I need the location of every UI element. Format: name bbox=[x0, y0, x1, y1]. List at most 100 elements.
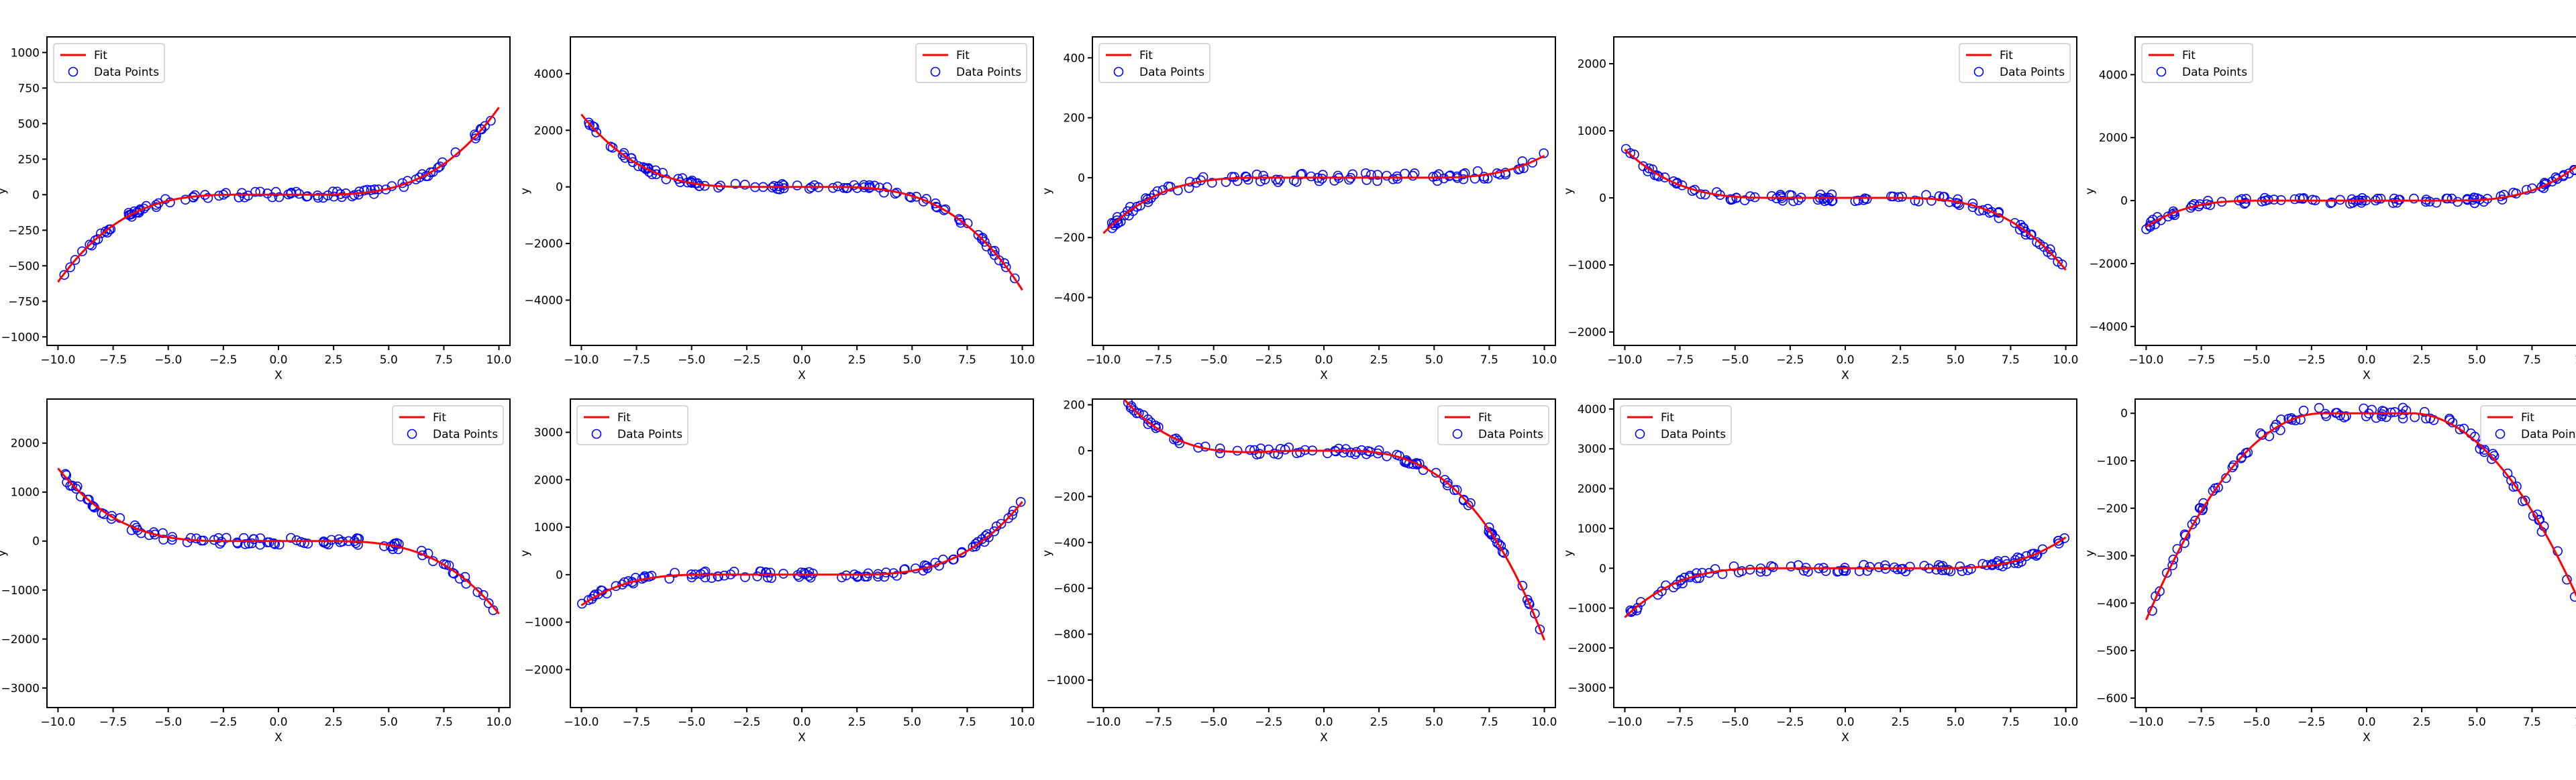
data-point bbox=[1833, 566, 1844, 576]
x-tick-label: 10.0 bbox=[1010, 353, 1035, 367]
y-axis-title: y bbox=[1041, 188, 1054, 194]
subplot-10: −10.0 −7.5 −5.0 −2.5 0.0 2.5 5.0 7.5 10.0 −600 −50… bbox=[2083, 398, 2576, 744]
x-tick-label: −5.0 bbox=[678, 716, 705, 729]
y-tick-label: 0 bbox=[1599, 192, 1606, 205]
y-tick-label: 750 bbox=[18, 82, 40, 95]
y-tick-label: −2000 bbox=[1, 633, 40, 647]
data-point bbox=[1221, 176, 1231, 187]
data-point bbox=[1184, 176, 1195, 187]
subplot-5: −10.0 −7.5 −5.0 −2.5 0.0 2.5 5.0 7.5 10.0 −4000 −2… bbox=[2083, 36, 2576, 382]
data-point bbox=[291, 186, 301, 197]
data-point bbox=[1725, 194, 1736, 205]
data-point bbox=[250, 186, 260, 197]
legend-points-swatch bbox=[1635, 429, 1645, 439]
data-point bbox=[2034, 239, 2045, 249]
data-point bbox=[203, 192, 213, 203]
data-point bbox=[270, 186, 281, 197]
y-tick-label: 1000 bbox=[11, 46, 40, 60]
data-point bbox=[255, 533, 266, 543]
data-point bbox=[221, 188, 231, 199]
legend-points-label: Data Points bbox=[617, 428, 682, 441]
x-tick-label: −5.0 bbox=[2243, 716, 2270, 729]
data-point bbox=[2431, 197, 2442, 208]
data-point bbox=[1897, 191, 1907, 202]
x-axis-title: X bbox=[798, 369, 806, 382]
data-point bbox=[2564, 168, 2574, 179]
data-point bbox=[319, 537, 329, 548]
data-point bbox=[1625, 605, 1635, 616]
data-point bbox=[1134, 408, 1144, 419]
data-point bbox=[93, 234, 103, 244]
x-tick-label: 2.5 bbox=[1892, 716, 1910, 729]
data-point bbox=[1100, 370, 1109, 378]
data-point bbox=[586, 594, 597, 604]
data-points bbox=[60, 469, 499, 616]
x-tick-label: 7.5 bbox=[2523, 716, 2541, 729]
legend-points-swatch bbox=[2495, 429, 2506, 439]
data-point bbox=[1729, 561, 1739, 571]
fit-line bbox=[57, 107, 500, 283]
y-tick-label: 0 bbox=[32, 535, 40, 549]
data-point bbox=[1207, 178, 1217, 188]
data-point bbox=[232, 539, 243, 549]
data-point bbox=[329, 191, 339, 202]
data-point bbox=[2255, 428, 2265, 439]
y-tick-label: 1000 bbox=[1578, 125, 1606, 138]
data-point bbox=[470, 129, 480, 140]
legend-points-label: Data Points bbox=[1478, 428, 1543, 441]
data-point bbox=[439, 559, 449, 569]
data-point bbox=[1123, 399, 1133, 408]
x-tick-label: 2.5 bbox=[2413, 353, 2431, 367]
data-point bbox=[1659, 172, 1670, 182]
x-tick-label: −10.0 bbox=[1086, 716, 1121, 729]
y-tick-label: 2000 bbox=[11, 437, 40, 451]
x-axis-title: X bbox=[1320, 731, 1328, 744]
y-axis-title: y bbox=[0, 188, 9, 194]
y-tick-label: 0 bbox=[1078, 172, 1085, 185]
y-axis-title: y bbox=[0, 550, 9, 557]
x-tick-label: 5.0 bbox=[903, 716, 921, 729]
data-point bbox=[2377, 411, 2387, 421]
data-point bbox=[1937, 565, 1947, 575]
x-tick-label: −7.5 bbox=[99, 353, 127, 367]
y-tick-label: −500 bbox=[2096, 645, 2128, 658]
legend-points-label: Data Points bbox=[2182, 66, 2247, 79]
legend: Fit Data Points bbox=[1437, 405, 1549, 445]
data-point bbox=[1008, 506, 1019, 516]
data-point bbox=[1173, 435, 1183, 446]
data-point bbox=[1994, 207, 2004, 217]
data-point bbox=[2428, 414, 2439, 425]
x-tick-label: 5.0 bbox=[1425, 716, 1443, 729]
fit-line bbox=[580, 113, 1023, 291]
legend: Fit Data Points bbox=[576, 405, 688, 445]
data-point bbox=[2341, 411, 2351, 421]
data-point bbox=[792, 180, 803, 190]
y-tick-label: −1000 bbox=[1567, 259, 1606, 272]
subplot-3: −10.0 −7.5 −5.0 −2.5 0.0 2.5 5.0 7.5 10.0 −400 −20… bbox=[1041, 36, 1557, 382]
data-point bbox=[2506, 476, 2516, 486]
x-tick-label: −10.0 bbox=[2128, 353, 2163, 367]
data-point bbox=[860, 571, 870, 582]
data-point bbox=[274, 192, 285, 203]
legend-fit-label: Fit bbox=[617, 411, 631, 425]
data-point bbox=[238, 533, 249, 543]
x-tick-label: 7.5 bbox=[2002, 353, 2020, 367]
data-point bbox=[1934, 560, 1944, 570]
legend-points-label: Data Points bbox=[433, 428, 498, 441]
data-point bbox=[167, 535, 177, 545]
data-point bbox=[1113, 389, 1122, 398]
y-tick-label: 2000 bbox=[1578, 58, 1606, 71]
x-tick-label: −2.5 bbox=[209, 353, 237, 367]
data-point bbox=[939, 205, 949, 215]
data-point bbox=[1786, 561, 1796, 571]
y-tick-label: −2000 bbox=[2089, 258, 2128, 271]
y-tick-label: −250 bbox=[8, 224, 40, 237]
data-point bbox=[389, 539, 400, 549]
x-tick-label: −5.0 bbox=[1721, 716, 1749, 729]
x-tick-label: −5.0 bbox=[1200, 353, 1227, 367]
data-point bbox=[1865, 561, 1875, 572]
data-point bbox=[617, 579, 627, 590]
data-point bbox=[841, 183, 852, 194]
data-point bbox=[2010, 218, 2020, 228]
x-axis-title: X bbox=[1841, 369, 1849, 382]
